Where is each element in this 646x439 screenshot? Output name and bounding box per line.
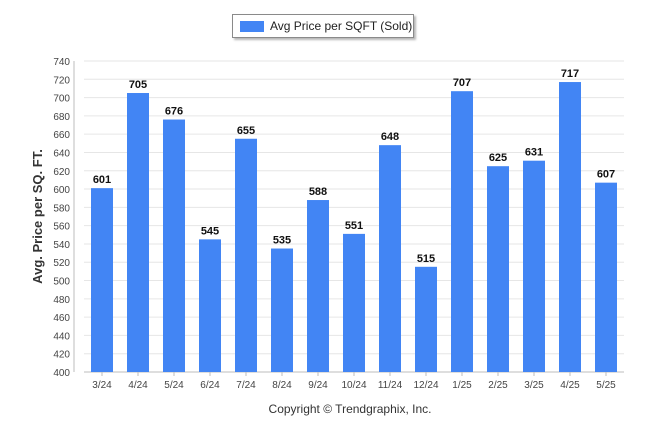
x-tick-label: 7/24 (236, 380, 256, 391)
bar (451, 91, 473, 372)
bar (559, 82, 581, 372)
x-tick-label: 5/24 (164, 380, 184, 391)
bar (307, 200, 329, 372)
x-tick-label: 4/24 (128, 380, 148, 391)
x-tick-label: 6/24 (200, 380, 220, 391)
bar (127, 93, 149, 372)
data-label: 625 (489, 152, 507, 164)
data-label: 707 (453, 77, 471, 89)
bar (379, 145, 401, 372)
x-tick-label: 8/24 (272, 380, 292, 391)
data-label: 717 (561, 68, 579, 80)
bar (343, 233, 365, 372)
bar (271, 248, 293, 372)
y-tick-label: 720 (53, 75, 70, 86)
x-tick-label: 9/24 (308, 380, 328, 391)
y-tick-label: 620 (53, 167, 70, 178)
y-tick-label: 420 (53, 350, 70, 361)
bar (235, 138, 257, 372)
data-label: 545 (201, 225, 219, 237)
x-tick-label: 3/25 (524, 380, 544, 391)
y-tick-label: 680 (53, 112, 70, 123)
bar (199, 239, 221, 372)
legend-label: Avg Price per SQFT (Sold) (270, 19, 413, 33)
x-tick-label: 12/24 (413, 380, 438, 391)
y-tick-label: 740 (53, 57, 70, 68)
data-label: 588 (309, 186, 327, 198)
x-tick-label: 1/25 (452, 380, 472, 391)
y-tick-label: 440 (53, 331, 70, 342)
y-tick-label: 640 (53, 148, 70, 159)
bar (415, 266, 437, 372)
x-tick-label: 5/25 (596, 380, 616, 391)
y-tick-label: 460 (53, 313, 70, 324)
x-tick-label: 3/24 (92, 380, 112, 391)
legend: Avg Price per SQFT (Sold) (232, 14, 414, 38)
bar (487, 166, 509, 372)
y-tick-label: 400 (53, 368, 70, 379)
x-tick-label: 4/25 (560, 380, 580, 391)
data-label: 648 (381, 131, 399, 143)
y-tick-label: 520 (53, 258, 70, 269)
y-tick-label: 700 (53, 94, 70, 105)
data-label: 535 (273, 235, 291, 247)
y-tick-label: 600 (53, 185, 70, 196)
y-tick-label: 560 (53, 222, 70, 233)
y-tick-label: 540 (53, 240, 70, 251)
x-tick-label: 11/24 (378, 380, 403, 391)
bar (91, 188, 113, 372)
x-tick-label: 2/25 (488, 380, 508, 391)
y-tick-label: 580 (53, 203, 70, 214)
bar (523, 160, 545, 372)
y-tick-label: 660 (53, 130, 70, 141)
data-label: 601 (93, 174, 111, 186)
data-label: 631 (525, 147, 543, 159)
legend-swatch (240, 21, 264, 32)
data-label: 515 (417, 253, 435, 265)
x-tick-label: 10/24 (341, 380, 366, 391)
data-label: 705 (129, 79, 147, 91)
data-label: 655 (237, 125, 255, 137)
data-label: 551 (345, 220, 363, 232)
bar (595, 182, 617, 372)
y-axis-title: Avg. Price per SQ. FT. (30, 149, 45, 284)
y-tick-label: 480 (53, 295, 70, 306)
data-label: 607 (597, 169, 615, 181)
copyright-footer: Copyright © Trendgraphix, Inc. (268, 402, 432, 416)
bar (163, 119, 185, 373)
data-label: 676 (165, 106, 183, 118)
y-tick-label: 500 (53, 277, 70, 288)
